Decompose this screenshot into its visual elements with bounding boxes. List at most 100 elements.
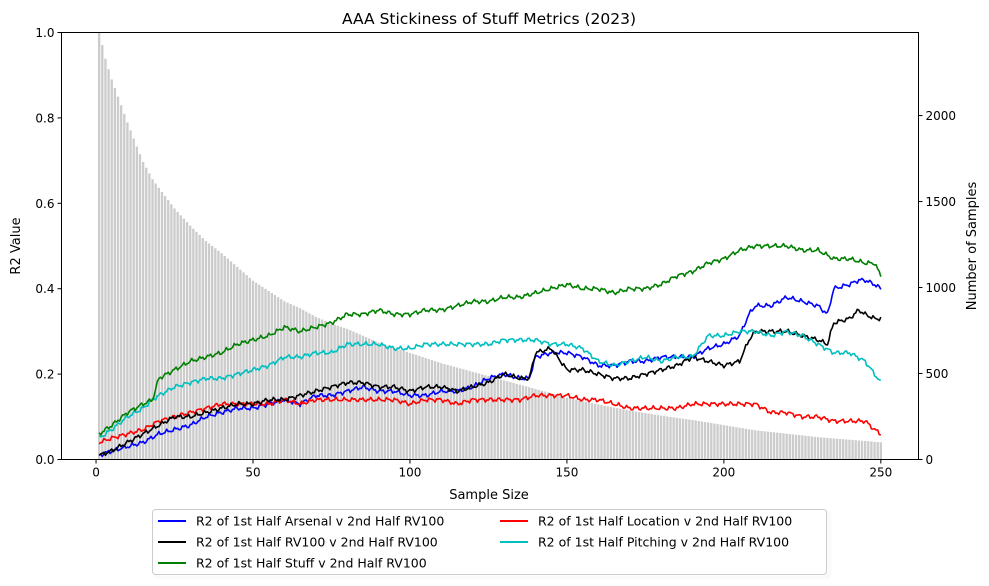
sample-count-bar <box>477 373 481 460</box>
sample-count-bar <box>644 413 647 460</box>
sample-count-bar <box>242 272 245 460</box>
sample-count-bar <box>820 437 823 460</box>
sample-count-bar <box>785 433 788 460</box>
legend-label: R2 of 1st Half Stuff v 2nd Half RV100 <box>196 556 427 571</box>
sample-count-bar <box>506 381 509 460</box>
sample-count-bar <box>474 372 478 460</box>
sample-count-bar <box>593 403 597 460</box>
sample-count-bar <box>728 426 732 460</box>
sample-count-bar <box>280 299 283 460</box>
sample-count-bar <box>707 422 710 460</box>
sample-count-bar <box>619 408 622 460</box>
sample-count-bar <box>298 308 302 460</box>
y-tick-label: 1.0 <box>35 26 54 40</box>
sample-count-bar <box>546 392 550 460</box>
sample-count-bar <box>835 438 839 460</box>
sample-count-bar <box>685 419 688 460</box>
sample-count-bar <box>173 208 176 460</box>
sample-count-bar <box>408 352 412 460</box>
sample-count-bar <box>738 427 741 460</box>
x-axis: 0 50 100 150 200 250 <box>92 459 892 480</box>
sample-count-bar <box>534 388 537 460</box>
sample-count-bar <box>167 200 170 460</box>
sample-count-bar <box>509 382 512 460</box>
sample-count-bar <box>207 243 211 460</box>
x-tick-label: 0 <box>92 466 100 480</box>
sample-count-bar <box>713 423 716 460</box>
sample-count-bar <box>433 361 437 460</box>
sample-count-bar <box>876 442 879 460</box>
sample-count-bar <box>867 441 870 460</box>
sample-count-bar <box>107 69 110 460</box>
sample-count-bar <box>189 225 192 460</box>
sample-count-bar <box>710 423 713 460</box>
sample-count-bar <box>327 322 330 460</box>
sample-count-bar <box>170 204 173 460</box>
sample-count-bar <box>145 167 148 460</box>
sample-count-bar <box>568 398 572 460</box>
sample-count-bar <box>681 418 685 460</box>
sample-count-bar <box>697 420 700 460</box>
x-tick-label: 200 <box>712 466 735 480</box>
sample-count-bar <box>317 318 321 460</box>
sample-count-bar <box>804 435 807 460</box>
sample-count-bar <box>659 415 663 460</box>
y2-tick-label: 2000 <box>926 109 957 123</box>
sample-count-bar <box>355 332 358 460</box>
sample-count-bar <box>411 353 415 460</box>
sample-count-bar <box>754 430 757 460</box>
sample-count-bar <box>622 409 625 460</box>
sample-count-bar <box>276 297 280 460</box>
sample-count-bar <box>330 323 333 460</box>
y-tick-label: 0.6 <box>35 197 54 211</box>
sample-count-bar <box>452 366 456 460</box>
sample-count-bar <box>204 241 208 460</box>
legend-label: R2 of 1st Half Pitching v 2nd Half RV100 <box>538 535 789 550</box>
sample-count-bar <box>807 436 810 460</box>
sample-count-bar <box>389 346 393 460</box>
sample-count-bar <box>741 428 744 460</box>
sample-count-bar <box>179 215 182 460</box>
y2-tick-label: 500 <box>926 367 949 381</box>
sample-count-bar <box>248 277 252 460</box>
sample-count-bar <box>801 435 804 460</box>
y-axis-label: R2 Value <box>9 217 24 274</box>
sample-count-bar <box>364 337 368 460</box>
sample-count-bar <box>606 406 609 460</box>
sample-count-bar <box>201 238 204 460</box>
sample-count-bar <box>543 391 547 460</box>
sample-count-bar <box>465 370 468 460</box>
x-tick-label: 50 <box>245 466 260 480</box>
sample-count-bar <box>154 183 157 460</box>
sample-count-bar <box>634 411 638 460</box>
sample-count-bar <box>669 416 672 460</box>
sample-count-bar <box>870 441 873 460</box>
sample-count-bar <box>396 348 399 460</box>
sample-count-bar <box>113 88 117 460</box>
x-tick-label: 250 <box>869 466 892 480</box>
sample-count-bar <box>556 395 559 460</box>
sample-count-bar <box>386 345 390 460</box>
sample-count-bar <box>735 427 738 460</box>
sample-count-bar <box>185 222 189 460</box>
sample-count-bar <box>380 343 383 460</box>
sample-count-bar <box>267 290 270 460</box>
sample-count-bar <box>766 431 769 460</box>
sample-count-bar <box>449 365 452 460</box>
sample-count-bar <box>584 401 587 460</box>
sample-count-bar <box>813 436 817 460</box>
sample-count-bar <box>427 359 430 460</box>
sample-count-bar <box>722 425 726 460</box>
lines-layer <box>98 242 882 458</box>
sample-count-bar <box>223 255 226 460</box>
sample-count-bar <box>829 438 832 460</box>
sample-count-bar <box>747 429 751 460</box>
sample-count-bar <box>198 234 201 460</box>
sample-count-bar <box>141 161 145 460</box>
y-tick-label: 0.2 <box>35 368 54 382</box>
sample-count-bar <box>776 432 779 460</box>
sample-count-bar <box>838 438 842 460</box>
sample-count-bar <box>261 286 264 460</box>
sample-count-bar <box>377 342 380 460</box>
sample-count-bar <box>424 358 427 460</box>
